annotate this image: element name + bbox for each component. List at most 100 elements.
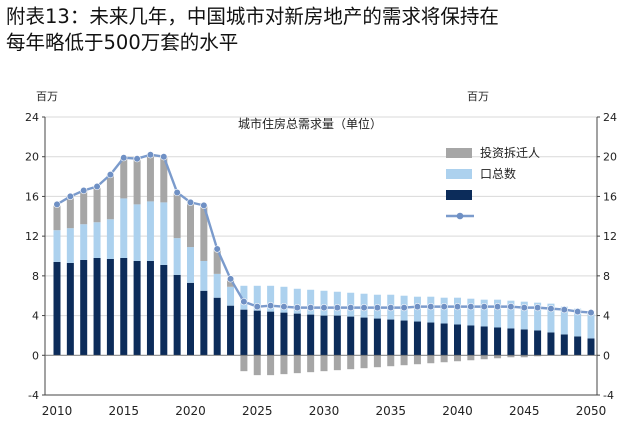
line-point — [493, 303, 502, 311]
bar-population — [173, 238, 181, 275]
bar-dark-bar — [333, 315, 341, 356]
y-tick-label-right: 8 — [603, 270, 610, 283]
y-tick-label-left: 16 — [25, 190, 39, 203]
bar-demolition — [467, 355, 475, 361]
bar-demolition — [160, 156, 168, 203]
bar-dark-bar — [120, 257, 128, 356]
line-point — [267, 302, 275, 310]
line-point — [560, 306, 568, 314]
bar-dark-bar — [200, 290, 208, 356]
line-point — [574, 308, 582, 316]
page-title-line-1: 附表13：未来几年，中国城市对新房地产的需求将保持在 — [6, 5, 499, 28]
bar-population — [320, 290, 328, 316]
y-tick-label-right: 16 — [603, 190, 617, 203]
bar-dark-bar — [413, 321, 421, 356]
bar-population — [106, 219, 114, 259]
bar-dark-bar — [253, 310, 261, 356]
bar-dark-bar — [320, 315, 328, 356]
bar-dark-bar — [160, 264, 168, 356]
line-point — [360, 304, 368, 312]
y-tick-label-right: 4 — [603, 310, 610, 323]
line-point — [253, 303, 261, 311]
bar-demolition — [440, 355, 448, 363]
line-point — [280, 303, 288, 311]
y-tick-label-left: 24 — [25, 111, 39, 124]
bar-dark-bar — [387, 319, 395, 356]
left-unit-label: 百万 — [36, 90, 58, 103]
x-tick-label: 2035 — [375, 404, 406, 418]
bar-demolition — [53, 204, 61, 231]
legend-swatch-dark-bar — [446, 190, 472, 200]
bar-dark-bar — [227, 305, 235, 356]
line-point — [373, 304, 382, 312]
bar-dark-bar — [507, 328, 515, 356]
line-point — [480, 303, 488, 311]
x-tick-label: 2045 — [509, 404, 540, 418]
line-layer — [53, 151, 595, 317]
bar-population — [187, 247, 194, 283]
page-title: 附表13：未来几年，中国城市对新房地产的需求将保持在 每年略低于500万套的水平 — [6, 4, 634, 56]
line-point — [507, 303, 515, 311]
bar-population — [213, 273, 221, 298]
page-title-line-2: 每年略低于500万套的水平 — [6, 31, 239, 54]
line-point — [200, 201, 208, 209]
y-tick-label-right: -4 — [603, 389, 614, 402]
line-point — [320, 304, 328, 312]
bar-demolition — [253, 355, 261, 376]
bar-dark-bar — [547, 332, 555, 356]
bar-population — [440, 297, 448, 324]
bar-dark-bar — [520, 329, 528, 356]
bar-demolition — [240, 355, 248, 372]
bar-population — [80, 224, 88, 260]
line-point — [440, 303, 448, 311]
bar-dark-bar — [347, 316, 355, 356]
bar-demolition — [93, 186, 101, 223]
bar-demolition — [320, 355, 328, 372]
line-point — [173, 188, 181, 197]
bar-dark-bar — [240, 309, 248, 356]
bar-demolition — [173, 192, 181, 239]
bar-dark-bar — [213, 297, 221, 356]
chart-title: 城市住房总需求量（单位） — [238, 116, 382, 131]
bar-demolition — [187, 202, 194, 248]
bar-population — [227, 286, 235, 306]
line-point — [293, 304, 301, 312]
line-point — [240, 298, 248, 306]
bar-population — [66, 228, 74, 263]
bar-demolition — [80, 190, 88, 225]
line-point — [547, 305, 555, 313]
bar-dark-bar — [133, 260, 141, 356]
bar-dark-bar — [360, 317, 368, 356]
bar-dark-bar — [440, 323, 448, 356]
bar-demolition — [280, 355, 288, 375]
x-tick-label: 2020 — [175, 404, 206, 418]
line-point — [387, 304, 395, 312]
bar-dark-bar — [400, 320, 408, 356]
bar-population — [480, 299, 488, 327]
bar-population — [253, 285, 261, 311]
bar-demolition — [227, 278, 235, 287]
bar-population — [494, 299, 502, 328]
y-tick-label-left: 8 — [32, 270, 39, 283]
line-point — [80, 186, 88, 195]
bar-demolition — [454, 355, 461, 362]
x-tick-label: 2010 — [42, 404, 73, 418]
y-tick-label-left: 20 — [25, 151, 39, 164]
bar-dark-bar — [106, 258, 114, 356]
line-point — [146, 151, 155, 159]
legend-swatch-demolition — [446, 148, 472, 158]
y-tick-label-left: -4 — [28, 389, 39, 402]
bar-population — [280, 286, 288, 313]
legend-label: 口总数 — [480, 166, 516, 181]
bar-population — [547, 303, 555, 333]
x-tick-label: 2050 — [576, 404, 607, 418]
line-point — [520, 304, 528, 312]
bar-dark-bar — [373, 318, 381, 356]
bar-population — [133, 204, 141, 261]
line-point — [53, 200, 61, 208]
bar-demolition — [200, 205, 208, 261]
bar-population — [307, 289, 315, 315]
line-point — [427, 303, 435, 311]
